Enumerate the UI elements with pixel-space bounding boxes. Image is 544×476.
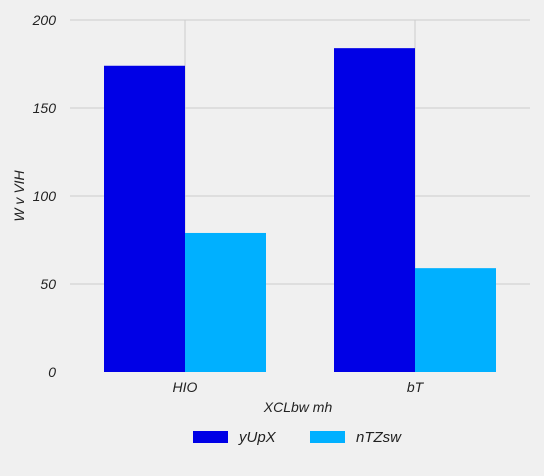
bar-nTZsw-HIO [185, 232, 266, 372]
y-tick-labels: 0 50 100 150 200 [32, 12, 57, 380]
y-tick-label: 100 [33, 188, 57, 204]
x-tick-label: HIO [173, 379, 198, 395]
bar-nTZsw-bT [415, 268, 496, 372]
y-tick-label: 0 [48, 364, 56, 380]
bars [104, 48, 496, 372]
bar-yUpX-bT [334, 48, 415, 372]
legend-label: nTZsw [356, 429, 402, 446]
legend-swatch-yUpX [193, 431, 228, 443]
y-tick-label: 200 [32, 12, 57, 28]
y-tick-label: 50 [40, 276, 56, 292]
y-tick-label: 150 [33, 100, 57, 116]
x-tick-labels: HIO bT [173, 379, 425, 395]
y-axis-label: W v VIH [11, 169, 27, 221]
x-axis-label: XCLbw mh [263, 399, 333, 415]
legend: yUpX nTZsw [193, 429, 402, 446]
bar-yUpX-HIO [104, 65, 185, 372]
legend-swatch-nTZsw [310, 431, 345, 443]
x-tick-label: bT [407, 379, 425, 395]
legend-label: yUpX [238, 429, 277, 446]
